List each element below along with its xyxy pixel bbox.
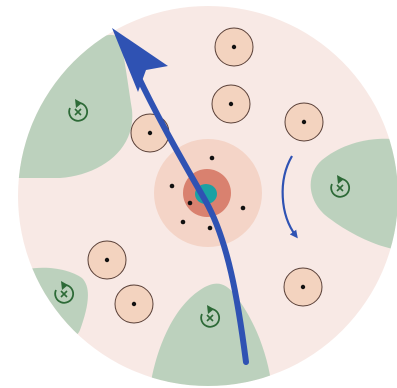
center-dot xyxy=(169,183,175,189)
center-dot xyxy=(187,200,193,206)
particle xyxy=(87,240,127,280)
particle xyxy=(283,267,323,307)
curved-arrow xyxy=(281,155,298,239)
trajectory-line xyxy=(135,73,249,365)
central-cluster xyxy=(154,139,262,247)
center-dot xyxy=(209,155,215,161)
center-dot xyxy=(180,219,186,225)
trajectory-arrow xyxy=(112,28,249,365)
region-right xyxy=(310,138,397,250)
center-dot xyxy=(240,205,246,211)
particles xyxy=(87,27,324,324)
particle xyxy=(284,102,324,142)
region-top-left xyxy=(18,34,133,178)
particle xyxy=(114,284,154,324)
rotation-markers xyxy=(54,99,351,328)
rotation-icon xyxy=(330,175,351,198)
region-bottom-left xyxy=(18,267,88,342)
region-bottom xyxy=(150,283,272,386)
center-dot xyxy=(207,225,213,231)
rotation-icon xyxy=(200,305,221,328)
particle xyxy=(211,84,251,124)
trajectory-arrowhead-icon xyxy=(112,28,168,92)
particle xyxy=(214,27,254,67)
rotation-icon xyxy=(54,281,75,304)
rotation-icon xyxy=(68,99,89,122)
